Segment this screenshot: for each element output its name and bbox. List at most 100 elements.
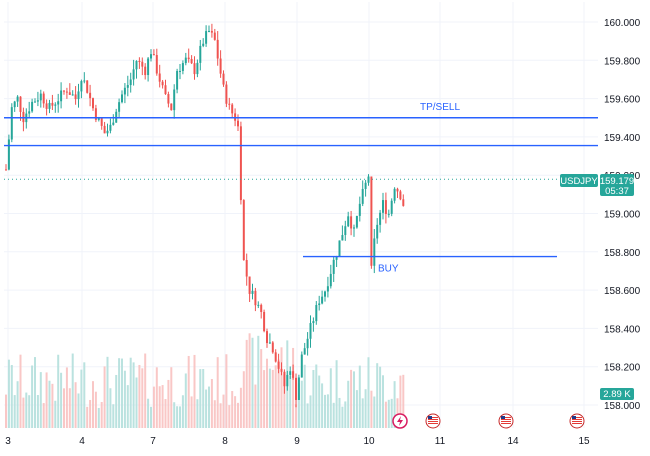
volume-bar xyxy=(126,385,129,428)
candle-body xyxy=(65,91,68,93)
volume-bar xyxy=(28,395,31,428)
candle-body xyxy=(225,84,228,104)
candle-body xyxy=(199,45,202,63)
volume-bar xyxy=(303,364,306,428)
candle-body xyxy=(173,89,176,111)
candle-body xyxy=(219,58,222,74)
flag-stripe xyxy=(501,423,511,424)
candle-body xyxy=(309,323,312,339)
volume-bar xyxy=(202,369,205,428)
candle-body xyxy=(399,191,402,200)
volume-bar xyxy=(292,347,295,428)
flag-stripe xyxy=(501,421,511,422)
volume-bar xyxy=(190,396,193,428)
horizontal-lines[interactable]: TP/SELL BUY xyxy=(4,102,598,275)
volume-bar xyxy=(225,354,228,428)
us-flag-icon[interactable] xyxy=(569,413,585,429)
candle-body xyxy=(338,240,341,257)
volume-bar xyxy=(196,399,199,428)
volume-bar xyxy=(390,398,393,428)
candle-body xyxy=(13,101,16,108)
volume-badge: 2.89 K xyxy=(600,388,634,400)
candle-body xyxy=(245,260,248,277)
volume-bar xyxy=(179,406,181,428)
flag-stripe xyxy=(501,417,511,418)
x-tick-label: 4 xyxy=(79,436,85,447)
volume-bar xyxy=(289,375,292,428)
candle-body xyxy=(39,93,42,101)
volume-bar xyxy=(60,372,63,428)
candle-body xyxy=(132,69,135,80)
volume-bar xyxy=(135,377,138,428)
volume-bar xyxy=(181,395,184,428)
volume-bar xyxy=(89,399,92,428)
candle-body xyxy=(94,108,97,120)
candle-body xyxy=(158,73,161,82)
candle-body xyxy=(376,224,379,239)
volume-bar xyxy=(80,369,83,428)
volume-bar xyxy=(344,401,347,428)
volume-bar xyxy=(48,380,51,428)
volume-bar xyxy=(219,403,222,428)
volume-bar xyxy=(234,396,237,428)
volume-bar xyxy=(144,353,147,428)
volume-bar xyxy=(141,368,144,428)
volume-bar xyxy=(150,406,152,428)
us-flag-icon[interactable] xyxy=(425,413,441,429)
candle-body xyxy=(123,87,126,95)
x-tick-label: 3 xyxy=(5,436,11,447)
volume-bar xyxy=(155,367,158,428)
y-tick-label: 158.800 xyxy=(604,248,641,259)
candle-body xyxy=(193,63,196,75)
volume-bar xyxy=(353,371,355,428)
y-tick-label: 159.600 xyxy=(604,95,641,106)
candle-body xyxy=(202,43,205,46)
candle-body xyxy=(289,371,292,375)
volume-bar xyxy=(312,370,315,428)
volume-bar xyxy=(92,381,94,428)
volume-bar xyxy=(347,380,350,428)
candle-body xyxy=(373,238,376,266)
candle-body xyxy=(176,70,179,90)
candle-body xyxy=(237,120,239,127)
volume-bar xyxy=(245,339,248,428)
volume-bar xyxy=(283,373,286,428)
x-tick-label: 15 xyxy=(578,436,590,447)
price-axis[interactable]: 160.000159.800159.600159.400159.200159.0… xyxy=(604,18,641,412)
candle-body xyxy=(42,93,45,104)
candle-body xyxy=(57,101,60,105)
us-flag-icon[interactable] xyxy=(498,413,514,429)
price-badges: USDJPY 159.179 05:37 2.89 K xyxy=(560,174,634,400)
candle-body xyxy=(364,182,367,189)
volume-bar xyxy=(184,373,187,428)
candle-body xyxy=(263,311,266,332)
volume-bar xyxy=(266,358,268,428)
candle-body xyxy=(28,111,31,114)
candle-body xyxy=(329,273,332,287)
volume-bar xyxy=(132,362,135,428)
volume-bar xyxy=(355,390,358,428)
candle-body xyxy=(324,291,326,297)
volume-bar xyxy=(358,365,361,428)
time-axis[interactable]: 3 4 7 8 9 10 11 14 15 xyxy=(5,436,590,447)
candle-body xyxy=(384,200,387,214)
lightning-icon[interactable] xyxy=(392,413,408,429)
volume-bar xyxy=(341,406,344,428)
candle-body xyxy=(396,188,399,192)
candle-body xyxy=(254,290,257,306)
volume-bar xyxy=(123,370,126,428)
volume-bar xyxy=(271,369,274,428)
y-tick-label: 160.000 xyxy=(604,18,641,29)
volume-bar xyxy=(228,405,231,428)
candle-body xyxy=(234,113,237,121)
candle-body xyxy=(106,130,109,134)
volume-bar xyxy=(254,384,257,428)
volume-bar xyxy=(161,385,164,428)
candle-body xyxy=(45,103,48,109)
candle-body xyxy=(297,377,300,400)
candle-body xyxy=(268,342,271,344)
volume-bar xyxy=(39,372,42,428)
volume-bar xyxy=(109,388,112,428)
calendar-events[interactable] xyxy=(392,413,585,429)
